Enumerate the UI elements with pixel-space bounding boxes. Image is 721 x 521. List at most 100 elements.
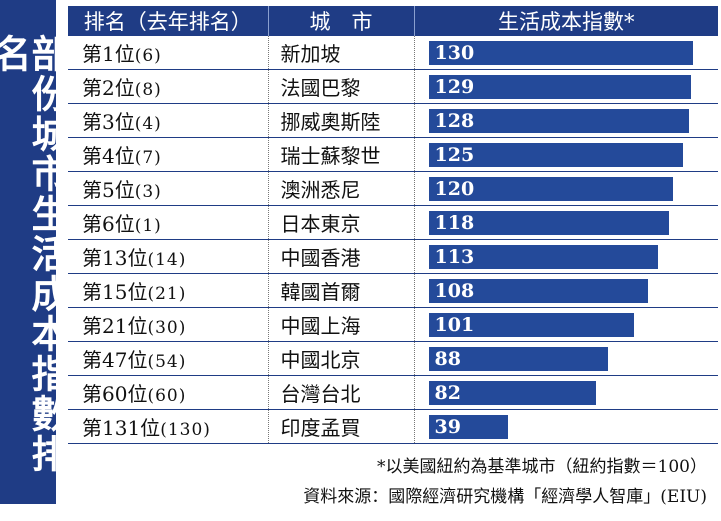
rank-cell: 第131位(130) (68, 409, 269, 444)
index-bar (428, 41, 693, 65)
index-bar (428, 143, 683, 167)
rank-label: 第47位 (82, 348, 148, 372)
bar-cell: 82 (414, 375, 718, 410)
index-value-label: 129 (434, 76, 475, 98)
city-cell: 日本東京 (268, 205, 415, 240)
bar-cell: 39 (414, 409, 718, 444)
rank-cell: 第60位(60) (68, 375, 269, 410)
bar-cell: 101 (414, 307, 718, 342)
rank-label: 第4位 (82, 144, 135, 168)
side-title: 部份城市生活成本指數排名 (0, 0, 70, 504)
previous-rank-label: (54) (147, 352, 187, 372)
rank-cell: 第6位(1) (68, 205, 269, 240)
previous-rank-label: (1) (134, 216, 162, 236)
rank-label: 第13位 (82, 246, 148, 270)
table-row: 第60位(60) 台灣台北 82 (68, 375, 718, 410)
city-cell: 新加坡 (268, 36, 415, 70)
table-row: 第2位(8) 法國巴黎 129 (68, 69, 718, 104)
index-value-label: 101 (434, 314, 475, 336)
rank-cell: 第2位(8) (68, 69, 269, 104)
rank-cell: 第4位(7) (68, 137, 269, 172)
table-row: 第6位(1) 日本東京 118 (68, 205, 718, 240)
index-value-label: 88 (434, 348, 461, 370)
city-cell: 法國巴黎 (268, 69, 415, 104)
index-value-label: 125 (434, 144, 475, 166)
bar-cell: 113 (414, 239, 718, 274)
rank-cell: 第15位(21) (68, 273, 269, 308)
index-bar (428, 313, 634, 337)
index-value-label: 108 (434, 280, 475, 302)
city-cell: 澳洲悉尼 (268, 171, 415, 206)
rank-label: 第3位 (82, 110, 135, 134)
ranking-table: 排名（去年排名） 城 市 生活成本指數* 第1位(6) 新加坡 130 第2位(8) 法… (68, 6, 718, 444)
city-cell: 挪威奧斯陸 (268, 103, 415, 138)
bar-cell: 118 (414, 205, 718, 240)
bar-cell: 88 (414, 341, 718, 376)
index-bar (428, 279, 648, 303)
source-note: 資料來源：國際經濟研究機構「經濟學人智庫」(EIU) (303, 487, 707, 507)
city-cell: 中國北京 (268, 341, 415, 376)
bar-cell: 130 (414, 36, 718, 70)
previous-rank-label: (60) (147, 386, 187, 406)
index-bar (428, 109, 689, 133)
table-row: 第13位(14) 中國香港 113 (68, 239, 718, 274)
index-bar (428, 381, 596, 405)
city-cell: 台灣台北 (268, 375, 415, 410)
previous-rank-label: (21) (147, 284, 187, 304)
table-row: 第3位(4) 挪威奧斯陸 128 (68, 103, 718, 138)
header-city: 城 市 (268, 6, 415, 36)
rank-cell: 第13位(14) (68, 239, 269, 274)
previous-rank-label: (4) (134, 114, 162, 134)
bar-cell: 108 (414, 273, 718, 308)
side-title-text: 部份城市生活成本指數排名 (0, 34, 70, 474)
table-row: 第131位(130) 印度孟買 39 (68, 409, 718, 444)
city-cell: 印度孟買 (268, 409, 415, 444)
previous-rank-label: (3) (134, 182, 162, 202)
table-body: 第1位(6) 新加坡 130 第2位(8) 法國巴黎 129 第3位(4) 挪威奧斯陸 128 第… (68, 36, 718, 444)
ranking-table-wrap: 排名（去年排名） 城 市 生活成本指數* 第1位(6) 新加坡 130 第2位(8) 法… (68, 6, 718, 444)
city-cell: 中國上海 (268, 307, 415, 342)
header-rank: 排名（去年排名） (68, 6, 269, 36)
rank-cell: 第1位(6) (68, 36, 269, 70)
rank-label: 第5位 (82, 178, 135, 202)
index-bar (428, 347, 608, 371)
baseline-note: *以美國紐約為基準城市（紐約指數＝100） (377, 457, 707, 477)
rank-cell: 第47位(54) (68, 341, 269, 376)
previous-rank-label: (130) (160, 420, 211, 440)
bar-cell: 120 (414, 171, 718, 206)
table-row: 第21位(30) 中國上海 101 (68, 307, 718, 342)
index-bar (428, 415, 508, 439)
index-bar (428, 177, 673, 201)
header-row: 排名（去年排名） 城 市 生活成本指數* (68, 6, 718, 36)
header-index: 生活成本指數* (414, 6, 718, 36)
table-row: 第15位(21) 韓國首爾 108 (68, 273, 718, 308)
index-value-label: 120 (434, 178, 475, 200)
index-value-label: 113 (434, 246, 475, 268)
bar-cell: 129 (414, 69, 718, 104)
table-row: 第4位(7) 瑞士蘇黎世 125 (68, 137, 718, 172)
index-value-label: 39 (434, 416, 461, 438)
city-cell: 中國香港 (268, 239, 415, 274)
index-bar (428, 245, 658, 269)
table-row: 第5位(3) 澳洲悉尼 120 (68, 171, 718, 206)
previous-rank-label: (7) (134, 148, 162, 168)
bar-cell: 128 (414, 103, 718, 138)
rank-label: 第15位 (82, 280, 148, 304)
rank-label: 第1位 (82, 42, 135, 66)
rank-cell: 第3位(4) (68, 103, 269, 138)
city-cell: 韓國首爾 (268, 273, 415, 308)
index-bar (428, 75, 691, 99)
rank-label: 第2位 (82, 76, 135, 100)
table-row: 第47位(54) 中國北京 88 (68, 341, 718, 376)
bar-cell: 125 (414, 137, 718, 172)
rank-cell: 第21位(30) (68, 307, 269, 342)
rank-cell: 第5位(3) (68, 171, 269, 206)
rank-label: 第131位 (82, 416, 161, 440)
city-cell: 瑞士蘇黎世 (268, 137, 415, 172)
rank-label: 第6位 (82, 212, 135, 236)
index-value-label: 130 (434, 42, 475, 64)
index-value-label: 128 (434, 110, 475, 132)
previous-rank-label: (6) (134, 46, 162, 66)
rank-label: 第60位 (82, 382, 148, 406)
index-value-label: 82 (434, 382, 461, 404)
